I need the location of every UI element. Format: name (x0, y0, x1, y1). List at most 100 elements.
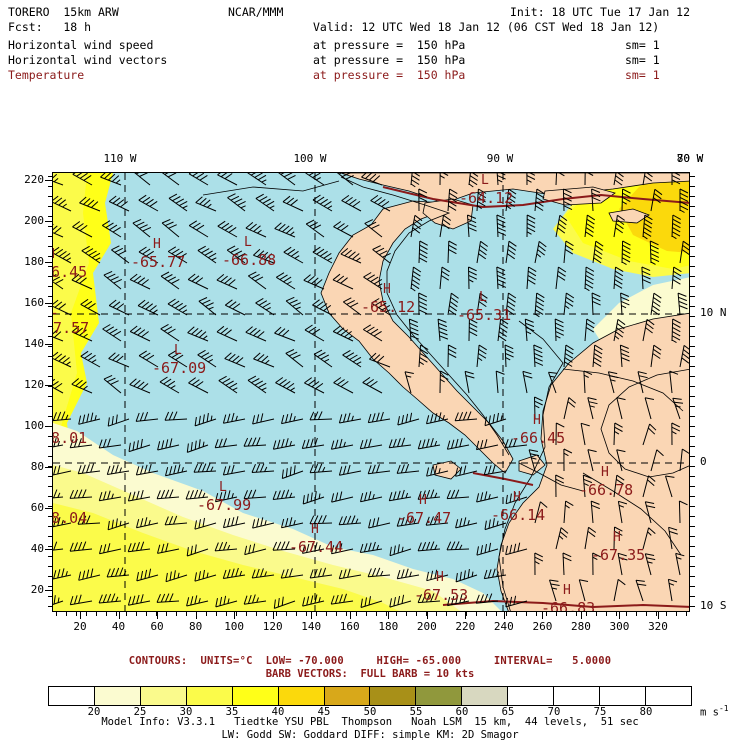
left-tick-40: 40 (14, 542, 44, 555)
left-tick-20: 20 (14, 583, 44, 596)
right-minor-tick (690, 416, 695, 417)
bottom-minor-tick (526, 612, 527, 616)
bottom-minor-tick (326, 612, 327, 616)
colorbar-swatch-9[interactable] (462, 687, 508, 705)
bottom-minor-tick (586, 612, 587, 616)
colorbar-swatch-0[interactable] (49, 687, 95, 705)
left-minor-tick (48, 286, 52, 287)
left-minor-tick (48, 446, 52, 447)
bottom-minor-tick (606, 612, 607, 616)
left-minor-tick (48, 536, 52, 537)
left-tickmark (45, 590, 52, 591)
smoothing-1: sm= 1 (625, 38, 660, 53)
right-minor-tick (690, 466, 695, 467)
right-minor-tick (690, 196, 695, 197)
bottom-tickmark (119, 612, 120, 619)
left-minor-tick (48, 296, 52, 297)
colorbar-swatch-6[interactable] (325, 687, 371, 705)
colorbar-swatch-1[interactable] (95, 687, 141, 705)
bottom-minor-tick (466, 612, 467, 616)
contour-marker-h: H (311, 522, 319, 537)
right-minor-tick (690, 566, 695, 567)
bottom-tick-60: 60 (137, 620, 177, 633)
bottom-minor-tick (156, 612, 157, 616)
contour-value: -66.45 (52, 263, 87, 281)
right-tick-0: 10 N (700, 306, 727, 319)
right-minor-tick (690, 586, 695, 587)
bottom-minor-tick (646, 612, 647, 616)
right-minor-tick (690, 576, 695, 577)
bottom-tick-40: 40 (99, 620, 139, 633)
bottom-minor-tick (676, 612, 677, 616)
right-minor-tick (690, 366, 695, 367)
left-tickmark (45, 180, 52, 181)
left-minor-tick (48, 526, 52, 527)
bottom-minor-tick (226, 612, 227, 616)
right-minor-tick (690, 326, 695, 327)
contour-marker-h: H (613, 530, 621, 545)
colorbar-swatch-8[interactable] (416, 687, 462, 705)
bottom-tickmark (388, 612, 389, 619)
field-wind-vectors: Horizontal wind vectors (8, 53, 167, 68)
colorbar-swatch-11[interactable] (554, 687, 600, 705)
contour-info: CONTOURS: UNITS=°C LOW= -70.000 HIGH= -6… (0, 655, 740, 667)
right-minor-tick (690, 446, 695, 447)
colorbar-swatch-5[interactable] (279, 687, 325, 705)
bottom-minor-tick (396, 612, 397, 616)
left-minor-tick (48, 276, 52, 277)
contour-value: -68.04 (52, 509, 87, 527)
bottom-tick-180: 180 (368, 620, 408, 633)
field-temperature: Temperature (8, 68, 84, 83)
bottom-minor-tick (546, 612, 547, 616)
colorbar-swatch-2[interactable] (141, 687, 187, 705)
left-minor-tick (48, 206, 52, 207)
contour-value: -66.88 (222, 251, 276, 269)
pressure-level-2: at pressure = 150 hPa (313, 53, 465, 68)
bottom-tickmark (542, 612, 543, 619)
bottom-minor-tick (356, 612, 357, 616)
bottom-minor-tick (136, 612, 137, 616)
right-minor-tick (690, 426, 695, 427)
smoothing-2: sm= 1 (625, 53, 660, 68)
bottom-minor-tick (656, 612, 657, 616)
bottom-minor-tick (376, 612, 377, 616)
right-minor-tick (690, 456, 695, 457)
colorbar-swatch-12[interactable] (600, 687, 646, 705)
colorbar[interactable] (48, 686, 692, 706)
bottom-tick-120: 120 (253, 620, 293, 633)
right-minor-tick (690, 236, 695, 237)
bottom-tick-240: 240 (484, 620, 524, 633)
barb-shaft (679, 501, 680, 523)
bottom-tick-220: 220 (445, 620, 485, 633)
left-minor-tick (48, 426, 52, 427)
left-tickmark (45, 467, 52, 468)
left-minor-tick (48, 476, 52, 477)
bottom-minor-tick (106, 612, 107, 616)
left-minor-tick (48, 466, 52, 467)
left-minor-tick (48, 256, 52, 257)
right-minor-tick (690, 556, 695, 557)
pressure-level-1: at pressure = 150 hPa (313, 38, 465, 53)
colorbar-swatch-7[interactable] (370, 687, 416, 705)
left-minor-tick (48, 496, 52, 497)
pressure-level-3: at pressure = 150 hPa (313, 68, 465, 83)
contour-value: -67.09 (152, 359, 206, 377)
bottom-tick-100: 100 (214, 620, 254, 633)
left-tick-80: 80 (14, 460, 44, 473)
colorbar-swatch-3[interactable] (187, 687, 233, 705)
left-minor-tick (48, 396, 52, 397)
contour-marker-h: H (383, 282, 391, 297)
bottom-minor-tick (426, 612, 427, 616)
right-minor-tick (690, 496, 695, 497)
colorbar-swatch-10[interactable] (508, 687, 554, 705)
left-minor-tick (48, 186, 52, 187)
bottom-minor-tick (596, 612, 597, 616)
bottom-minor-tick (176, 612, 177, 616)
bottom-minor-tick (246, 612, 247, 616)
right-minor-tick (690, 606, 695, 607)
left-minor-tick (48, 366, 52, 367)
colorbar-swatch-13[interactable] (646, 687, 691, 705)
bottom-minor-tick (196, 612, 197, 616)
bottom-minor-tick (666, 612, 667, 616)
colorbar-swatch-4[interactable] (233, 687, 279, 705)
